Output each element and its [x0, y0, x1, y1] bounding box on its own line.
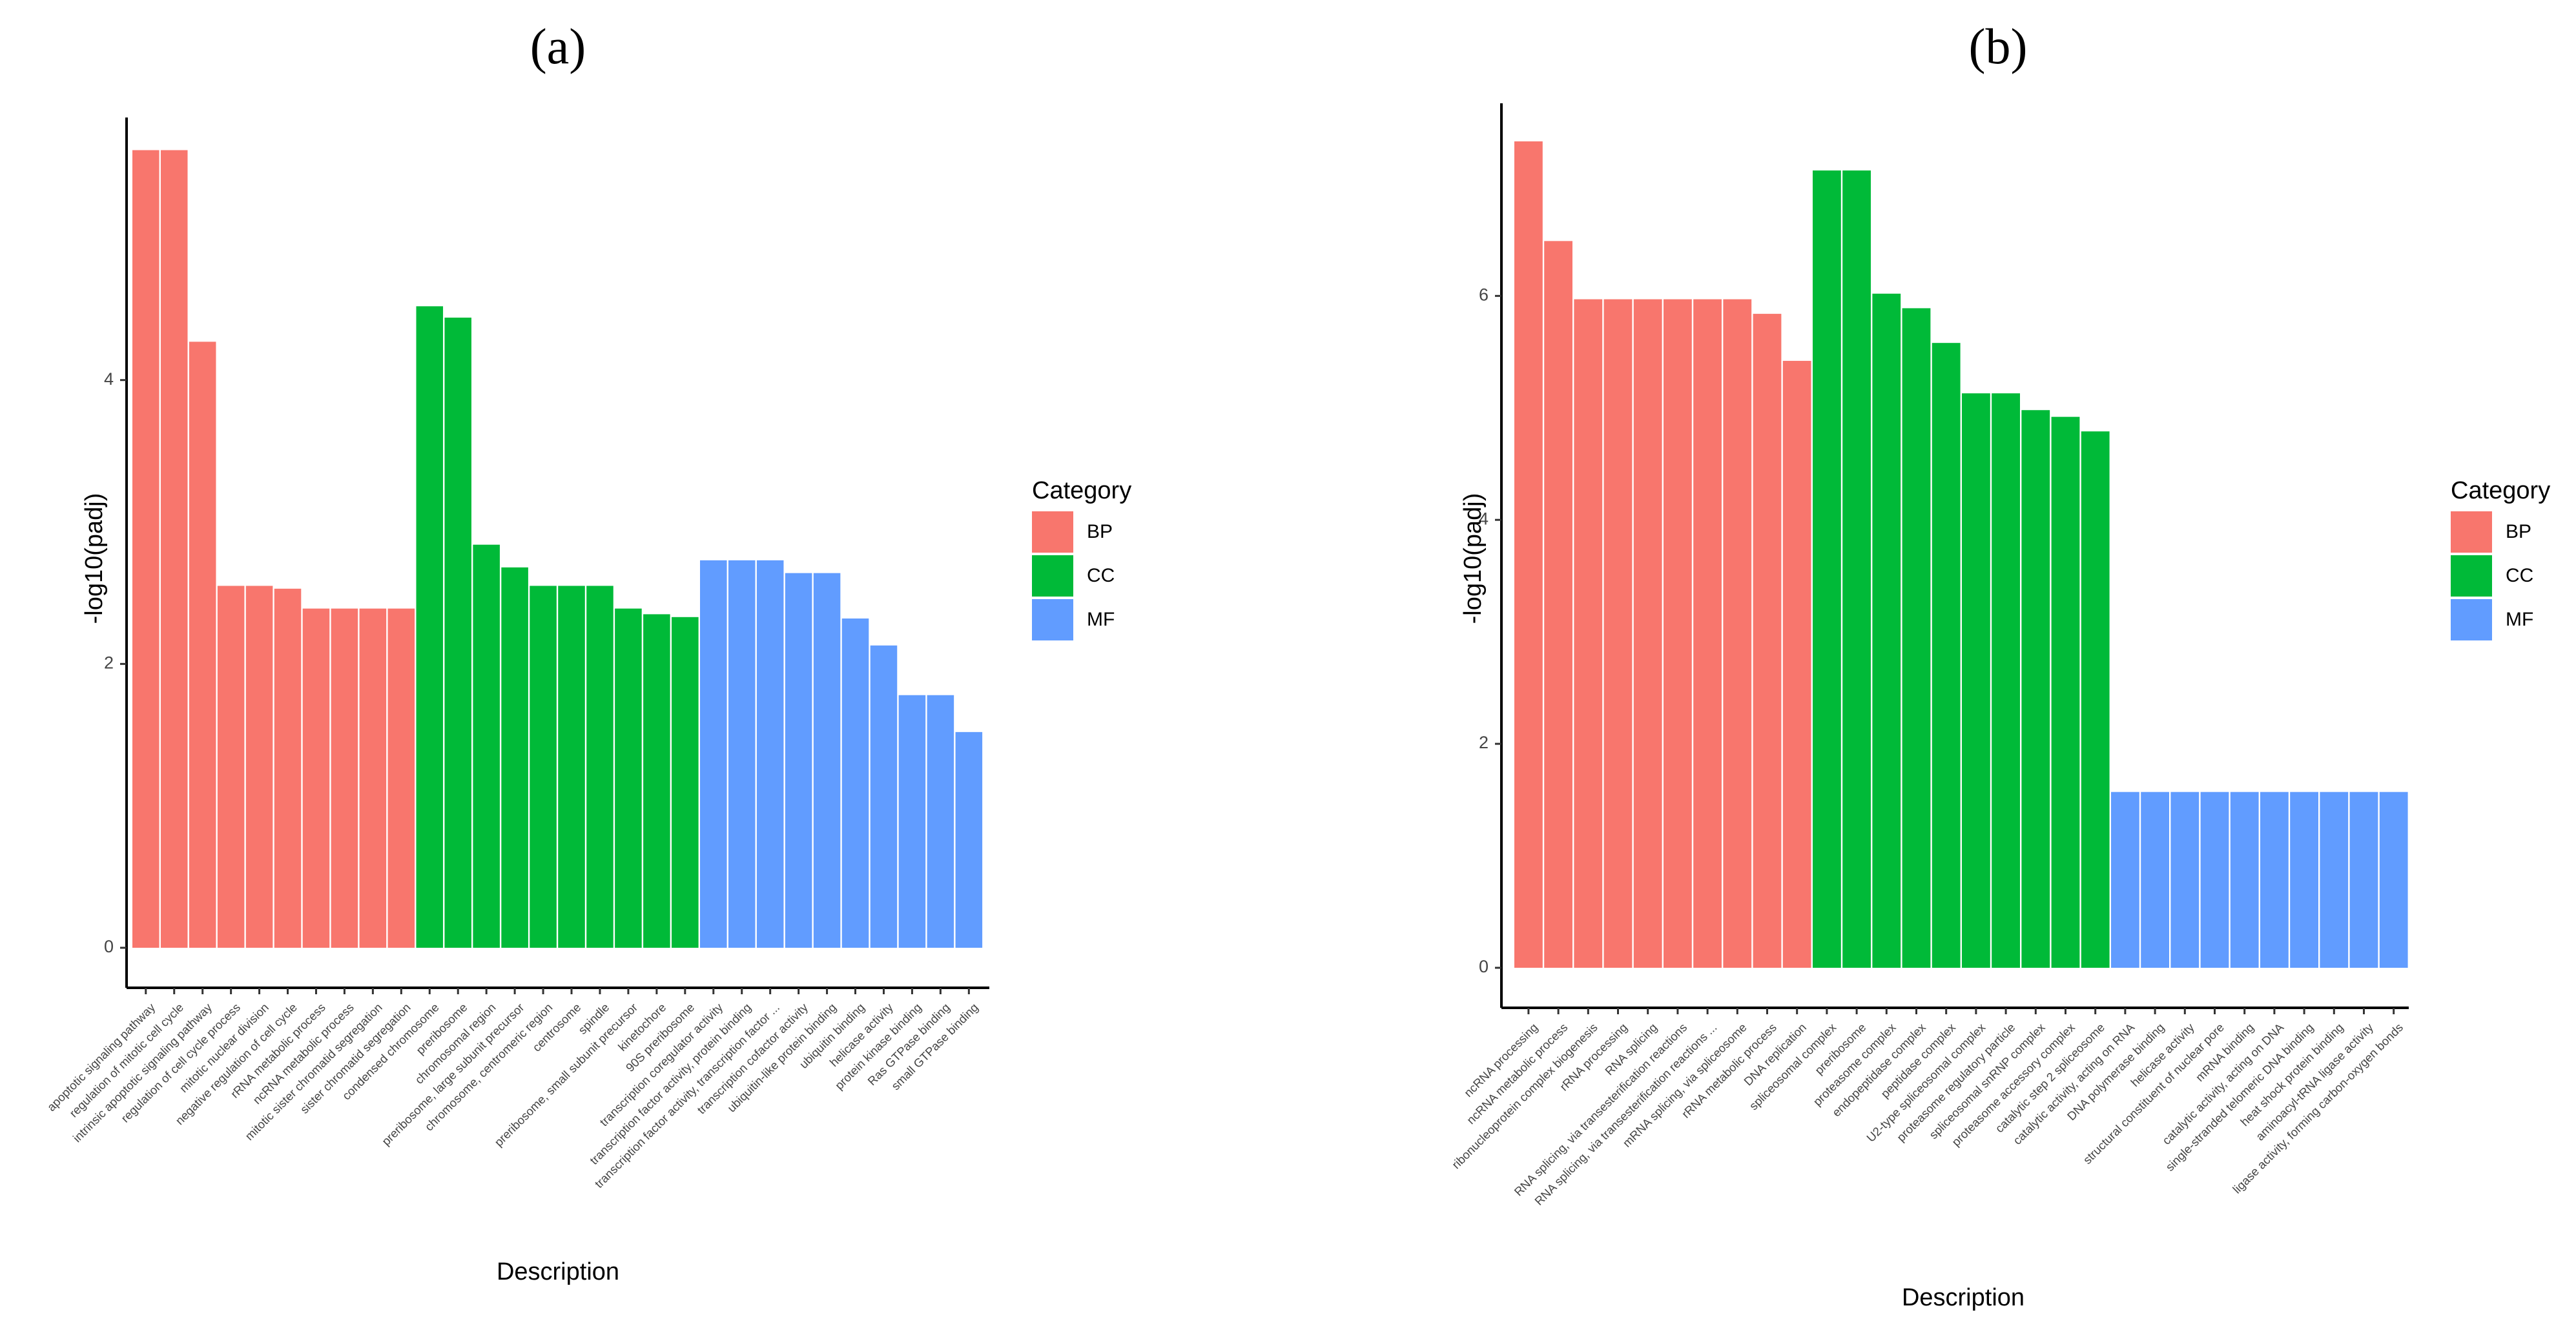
bar-bp [1633, 299, 1662, 968]
legend-label-bp: BP [2506, 521, 2531, 542]
bar-mf [870, 645, 898, 948]
bar-cc [530, 586, 557, 948]
bar-cc [1842, 170, 1871, 968]
bar-cc [672, 617, 699, 948]
bar-cc [643, 614, 670, 948]
bar-cc [2021, 410, 2050, 968]
bar-bp [387, 608, 415, 948]
legend-key-cc [2451, 555, 2492, 597]
bar-cc [2051, 416, 2080, 968]
bar-bp [1514, 141, 1543, 968]
bar-bp [160, 150, 188, 948]
bar-bp [1603, 299, 1633, 968]
legend-label-bp: BP [1087, 521, 1113, 542]
legend-label-cc: CC [2506, 565, 2533, 586]
bar-mf [785, 573, 812, 948]
panel-label: (a) [530, 18, 586, 74]
bar-bp [331, 608, 358, 948]
bar-mf [841, 618, 869, 948]
x-axis-title: Description [497, 1258, 619, 1285]
y-tick-label: 0 [104, 937, 114, 956]
bar-bp [1664, 299, 1692, 968]
bar-bp [217, 586, 245, 948]
bar-mf [2111, 792, 2139, 968]
bar-bp [1723, 299, 1752, 968]
legend-key-cc [1032, 555, 1073, 597]
bar-mf [813, 573, 841, 948]
legend-title: Category [1032, 477, 1131, 504]
bar-mf [728, 560, 756, 948]
y-tick-label: 0 [1479, 957, 1489, 976]
y-axis-title: -log10(padj) [1459, 493, 1487, 624]
bar-cc [586, 586, 613, 948]
bar-mf [2200, 792, 2229, 968]
bar-bp [1782, 360, 1811, 968]
legend-key-bp [2451, 511, 2492, 553]
bar-bp [274, 588, 302, 948]
bar-cc [615, 608, 642, 948]
bar-bp [245, 586, 273, 948]
bar-bp [359, 608, 387, 948]
bar-bp [189, 342, 216, 948]
y-tick-label: 4 [1479, 509, 1489, 528]
bar-mf [2260, 792, 2289, 968]
bar-mf [2320, 792, 2349, 968]
y-tick-label: 4 [104, 369, 114, 389]
y-axis-title: -log10(padj) [81, 493, 108, 624]
bar-mf [927, 695, 954, 948]
bar-cc [1813, 170, 1841, 968]
bar-mf [955, 731, 983, 948]
bar-mf [2349, 792, 2378, 968]
bar-bp [1544, 241, 1572, 968]
bar-cc [473, 544, 500, 948]
legend-key-mf [2451, 599, 2492, 640]
bar-bp [302, 608, 330, 948]
legend: Category BP CC MF [1032, 477, 1131, 640]
legend-label-cc: CC [1087, 565, 1115, 586]
bar-cc [444, 317, 471, 948]
bar-bp [132, 150, 160, 948]
bar-mf [2290, 792, 2318, 968]
legend-label-mf: MF [2506, 609, 2533, 630]
bar-mf [2379, 792, 2408, 968]
panel-label: (b) [1969, 18, 2028, 74]
legend-title: Category [2451, 477, 2550, 504]
bar-bp [1693, 299, 1722, 968]
bar-bp [1574, 299, 1603, 968]
bar-cc [1992, 393, 2020, 968]
bar-mf [756, 560, 784, 948]
y-tick-label: 6 [1479, 285, 1489, 304]
bar-bp [1753, 314, 1782, 968]
bar-cc [1962, 393, 1990, 968]
legend-label-mf: MF [1087, 609, 1115, 630]
bar-cc [501, 567, 528, 948]
x-category-label: regulation of mitotic cell cycle [67, 1001, 186, 1120]
legend-key-bp [1032, 511, 1073, 553]
bar-mf [700, 560, 727, 948]
bar-cc [558, 586, 585, 948]
bar-cc [1932, 343, 1961, 968]
y-tick-label: 2 [104, 653, 114, 672]
bar-cc [416, 306, 444, 948]
bar-cc [2081, 431, 2110, 968]
legend: Category BP CC MF [2451, 477, 2550, 640]
y-tick-label: 2 [1479, 733, 1489, 752]
legend-key-mf [1032, 599, 1073, 640]
bar-cc [1902, 308, 1931, 968]
bar-mf [2230, 792, 2259, 968]
bar-mf [2170, 792, 2200, 968]
bar-mf [2141, 792, 2169, 968]
bar-cc [1872, 293, 1901, 968]
x-axis-title: Description [1902, 1284, 2025, 1311]
bar-mf [898, 695, 926, 948]
